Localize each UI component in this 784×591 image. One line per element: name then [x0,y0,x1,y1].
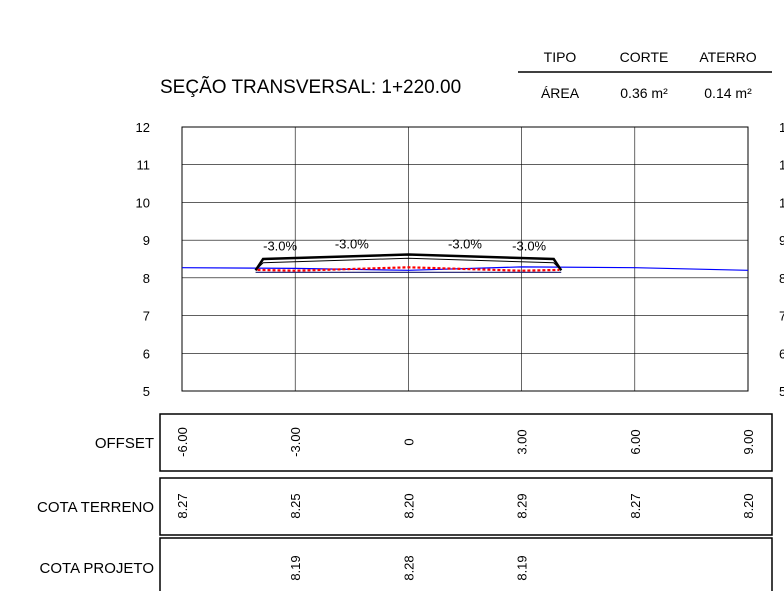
chart-series [181,253,749,273]
y-tick-label: 12 [136,120,150,135]
terreno-value: 8.29 [515,493,530,518]
y-tick-label-right: 9 [779,233,784,248]
design-surface-line [254,253,563,271]
terreno-value: 8.25 [288,493,303,518]
terreno-row-box [159,477,773,536]
terreno-value: 8.27 [175,493,190,518]
y-tick-label: 11 [137,158,151,173]
area-summary-table: TIPO CORTE ATERRO ÁREA 0.36 m² 0.14 m² [518,49,772,101]
offset-row-box [159,413,773,472]
terreno-label: COTA TERRENO [37,499,154,516]
y-tick-label-right: 1 [779,158,784,173]
summary-header-tipo: TIPO [544,49,577,65]
offset-values: -6.00 -3.00 0 3.00 6.00 9.00 [175,427,756,457]
y-tick-label-right: 1 [779,120,784,135]
terreno-value: 8.20 [401,493,416,518]
y-tick-label: 10 [136,195,150,210]
offset-value: -3.00 [288,427,303,457]
offset-value: 9.00 [741,429,756,454]
y-axis-labels: 12 11 10 9 8 7 6 5 [136,120,150,399]
y-tick-label: 8 [143,271,150,286]
y-tick-label: 9 [143,233,150,248]
projeto-value: 8.28 [401,555,416,580]
offset-value: 0 [401,438,416,445]
y-tick-label-right: 6 [779,346,784,361]
projeto-label: COTA PROJETO [40,560,154,577]
slope-label: -3.0% [263,239,297,254]
summary-aterro-value: 0.14 m² [704,85,752,101]
projeto-value: 8.19 [515,555,530,580]
terreno-value: 8.20 [741,493,756,518]
slope-label: -3.0% [448,236,482,251]
profile-table: OFFSET -6.00 -3.00 0 3.00 6.00 9.00 COTA TERR… [37,413,773,591]
chart-grid [182,127,748,391]
terreno-value: 8.27 [628,493,643,518]
summary-row-label: ÁREA [541,85,580,101]
terreno-values: 8.27 8.25 8.20 8.29 8.27 8.20 [175,493,756,518]
offset-value: 6.00 [628,429,643,454]
projeto-row-box [159,537,773,591]
y-axis-labels-right: 1 1 1 9 8 7 6 5 [779,120,784,399]
pavement-base-line [255,257,562,271]
y-tick-label: 5 [143,384,150,399]
offset-value: -6.00 [175,427,190,457]
summary-header-corte: CORTE [620,49,669,65]
cut-fill-hatch [257,266,560,272]
summary-header-aterro: ATERRO [699,49,756,65]
chart-frame [181,126,749,392]
y-tick-label-right: 5 [779,384,784,399]
offset-label: OFFSET [95,435,154,452]
y-tick-label-right: 8 [779,271,784,286]
y-tick-label-right: 1 [779,195,784,210]
slope-label: -3.0% [335,236,369,251]
offset-value: 3.00 [515,429,530,454]
y-tick-label: 7 [143,309,150,324]
projeto-values: 8.19 8.28 8.19 [288,555,529,580]
y-tick-label: 6 [143,346,150,361]
projeto-value: 8.19 [288,555,303,580]
slope-label: -3.0% [512,239,546,254]
y-tick-label-right: 7 [779,309,784,324]
summary-corte-value: 0.36 m² [620,85,668,101]
section-title: SEÇÃO TRANSVERSAL: 1+220.00 [160,76,461,98]
slope-labels: -3.0% -3.0% -3.0% -3.0% [263,236,546,253]
